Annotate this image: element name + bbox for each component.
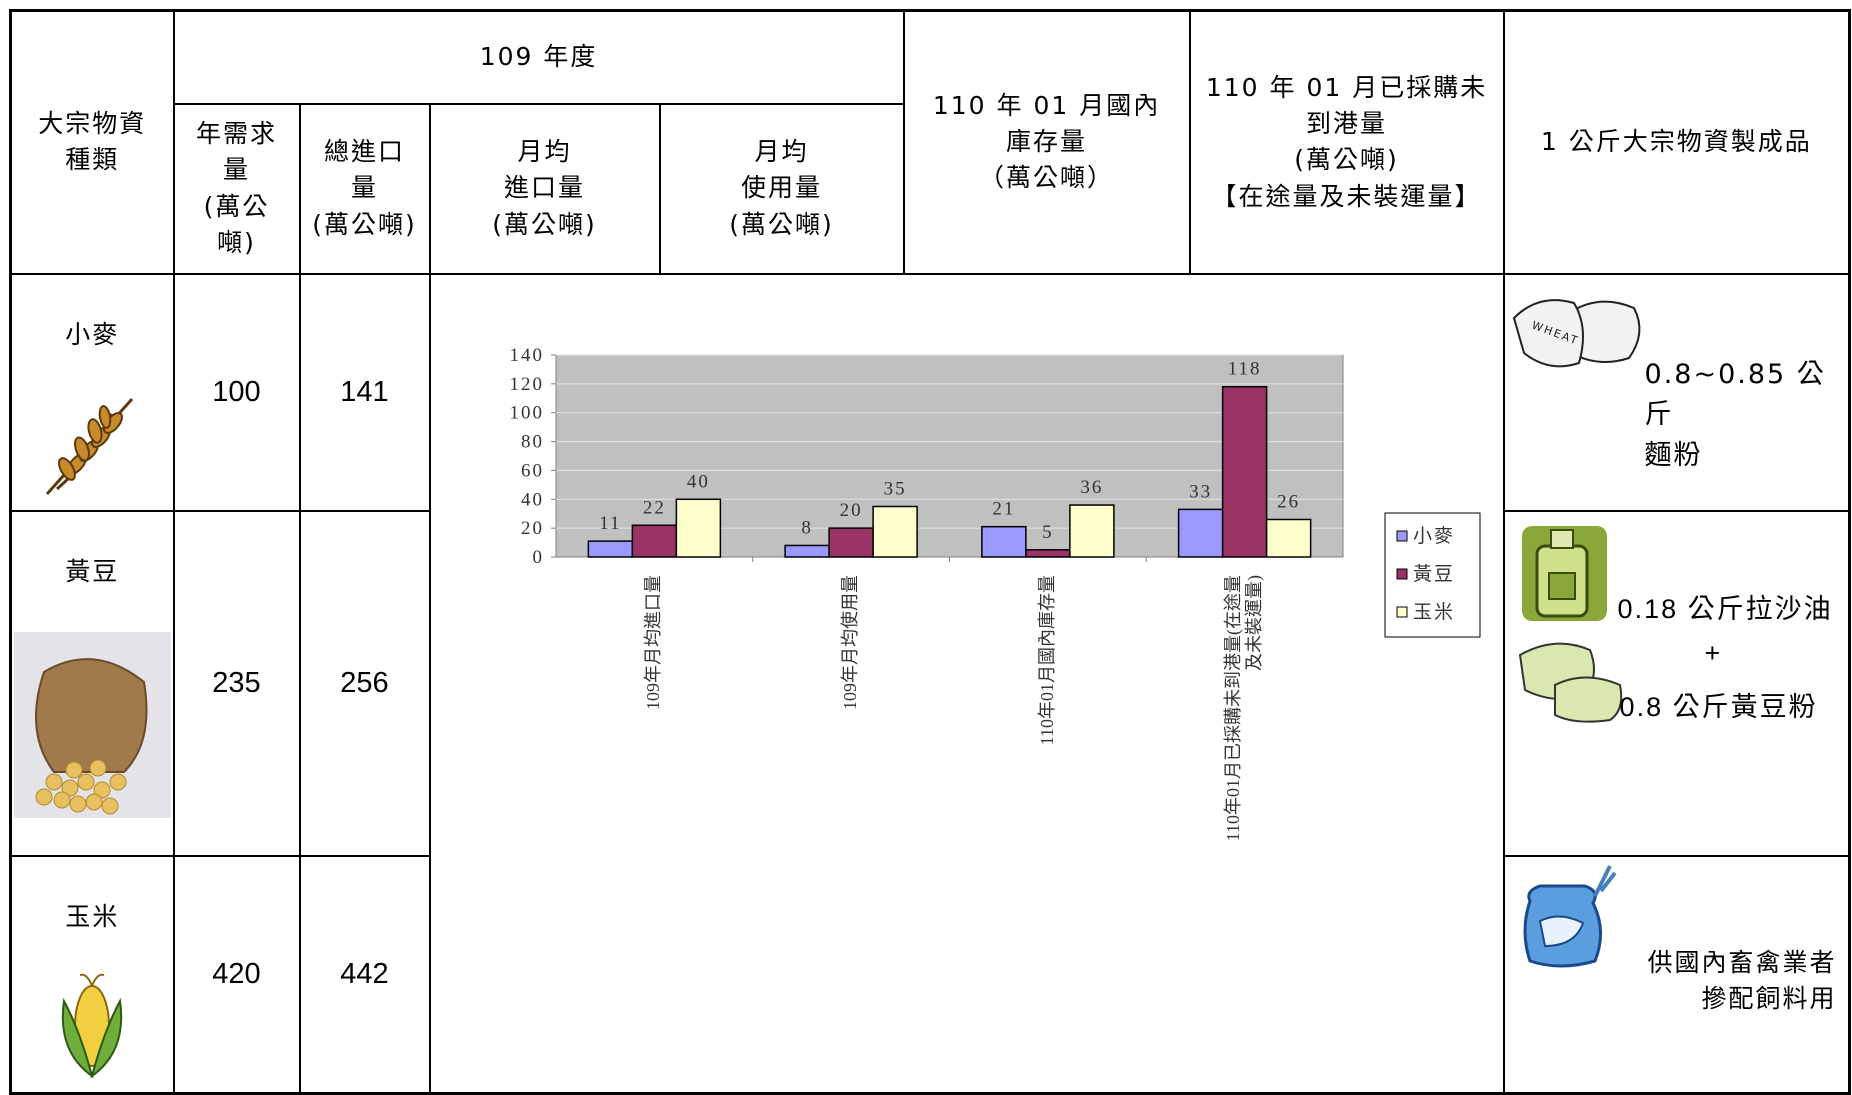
x-tick-label: 110年01月已採購未到港量(在途量及未裝運量) (1223, 574, 1265, 841)
soybean-icon (13, 632, 171, 819)
legend-label: 玉米 (1413, 601, 1455, 623)
y-tick-label: 20 (521, 518, 544, 539)
annual-demand: 235 (172, 509, 301, 857)
bar (1265, 518, 1311, 558)
annual-demand: 420 (172, 854, 301, 1094)
y-tick-label: 140 (509, 345, 544, 366)
value-label: 36 (1080, 477, 1103, 498)
total-import: 141 (298, 272, 431, 512)
header-stock: 110 年 01 月國內 庫存量 （萬公噸） (902, 9, 1191, 275)
page: 大宗物資 種類 109 年度 110 年 01 月國內 庫存量 （萬公噸） 11… (9, 9, 1852, 1095)
value-label: 20 (839, 500, 862, 521)
y-tick-label: 100 (509, 402, 544, 423)
commodity-name: 黃豆 (65, 556, 120, 586)
value-label: 5 (1042, 521, 1054, 542)
chart-svg: 0 20 40 60 80 100 120 140 11 22 40 8 20 35 21 5 36 33 118 2… (509, 345, 1480, 637)
legend-label: 小麥 (1413, 525, 1455, 547)
header-category: 大宗物資 種類 (9, 9, 175, 275)
annual-demand: 100 (172, 272, 301, 512)
commodity-name: 小麥 (65, 319, 120, 349)
bar (631, 524, 677, 558)
x-tick-label: 109年月均使用量 (840, 574, 861, 710)
bar (980, 525, 1027, 558)
value-label: 118 (1227, 358, 1261, 379)
total-import: 256 (298, 509, 431, 857)
y-tick-label: 120 (509, 373, 544, 394)
y-tick-label: 0 (532, 547, 544, 568)
x-tick-label: 109年月均進口量 (643, 574, 664, 710)
bar (871, 505, 918, 558)
commodity-table: 大宗物資 種類 109 年度 110 年 01 月國內 庫存量 （萬公噸） 11… (9, 9, 1852, 1095)
bar (1221, 385, 1267, 558)
header-year: 109 年度 (172, 9, 905, 105)
product-text: + (1704, 637, 1721, 668)
legend-swatch (1396, 568, 1407, 579)
header-purchased: 110 年 01 月已採購未 到港量 (萬公噸) 【在途量及未裝運量】 (1188, 9, 1505, 275)
legend-label: 黃豆 (1413, 563, 1455, 585)
name-cell: 黃豆 (9, 509, 175, 857)
value-label: 21 (992, 498, 1015, 519)
bar (783, 544, 830, 558)
chart-cell: 0 20 40 60 80 100 120 140 11 22 40 8 20 35 21 5 36 33 118 2… (428, 272, 1505, 1094)
name-cell: 小麥 (9, 272, 175, 512)
product-cell: WHEAT 0.8~0.85 公斤 麵粉 (1502, 272, 1851, 512)
product-text: 0.8~0.85 公斤 麵粉 (1644, 358, 1826, 471)
product-cell: 供國內畜禽業者 摻配飼料用 (1502, 854, 1851, 1094)
value-label: 40 (686, 471, 709, 492)
header-column: 年需求 量 (萬公 噸) (172, 102, 301, 275)
header-column: 月均 進口量 (萬公噸) (428, 102, 661, 275)
name-cell: 玉米 (9, 854, 175, 1094)
value-label: 8 (801, 517, 813, 538)
bar (1068, 503, 1115, 558)
product-cell: 0.18 公斤拉沙油 + 0.8 公斤黃豆粉 (1502, 509, 1851, 857)
value-label: 33 (1189, 481, 1212, 502)
y-tick-label: 40 (521, 489, 544, 510)
value-label: 35 (883, 478, 906, 499)
oil-icon (1521, 525, 1607, 621)
bar (827, 526, 874, 558)
bar (587, 539, 633, 558)
value-label: 22 (642, 497, 665, 518)
product-text: 0.8 公斤黃豆粉 (1619, 691, 1818, 722)
legend-swatch (1396, 530, 1407, 541)
bar (675, 498, 721, 558)
value-label: 26 (1277, 491, 1300, 512)
y-tick-label: 80 (521, 431, 544, 452)
legend-swatch (1396, 606, 1407, 617)
bar (1024, 548, 1071, 558)
product-text: 0.18 公斤拉沙油 (1617, 593, 1833, 624)
total-import: 442 (298, 854, 431, 1094)
soy-flour-icon (1518, 642, 1622, 723)
commodity-name: 玉米 (65, 901, 120, 931)
product-text: 供國內畜禽業者 摻配飼料用 (1647, 947, 1837, 1013)
value-label: 11 (599, 513, 621, 534)
x-tick-label: 110年01月國內庫存量 (1036, 574, 1057, 745)
bar (1177, 508, 1223, 558)
chart: 0 20 40 60 80 100 120 140 11 22 40 8 20 35 21 5 36 33 118 2… (431, 275, 1505, 842)
flour-icon: WHEAT (1512, 298, 1640, 367)
header-column: 月均 使用量 (萬公噸) (658, 102, 905, 275)
header-column: 總進口 量 (萬公噸) (298, 102, 431, 275)
header-product: 1 公斤大宗物資製成品 (1502, 9, 1851, 275)
wheat-icon (46, 398, 134, 496)
y-tick-label: 60 (521, 460, 544, 481)
corn-icon (62, 973, 123, 1079)
